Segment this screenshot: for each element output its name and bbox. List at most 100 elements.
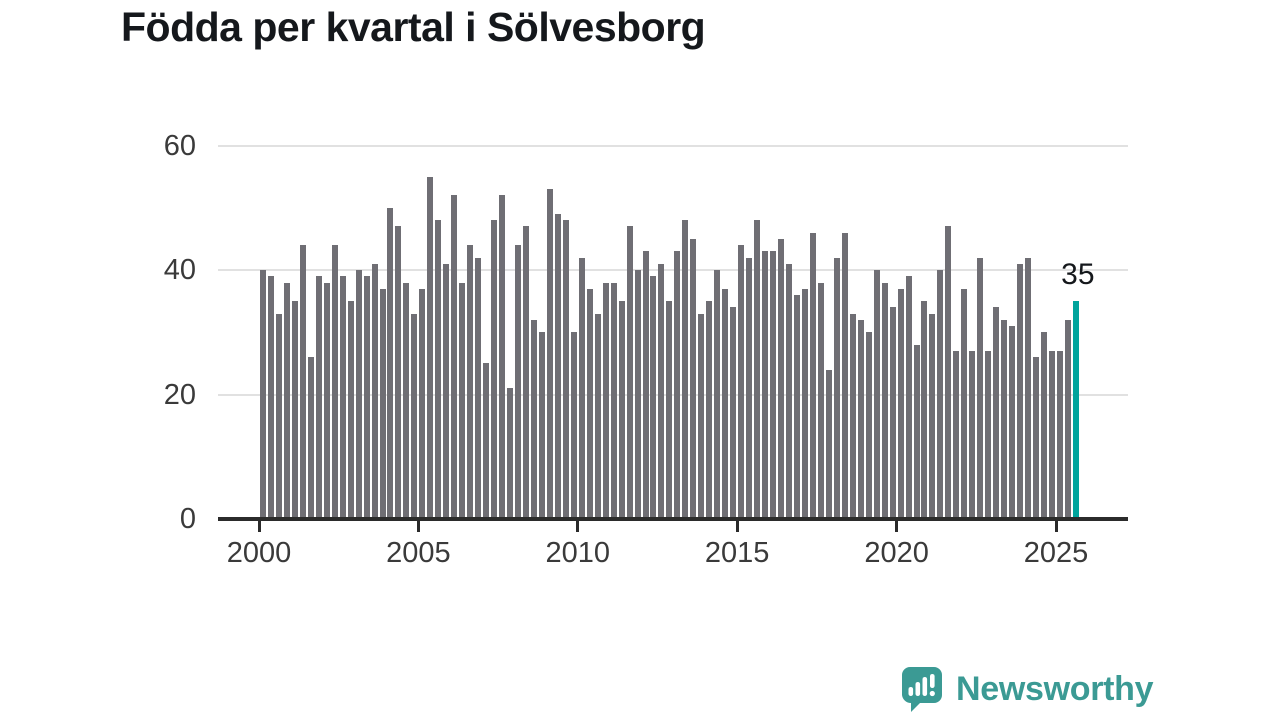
bar (738, 245, 745, 519)
x-tick-label: 2020 (864, 537, 929, 569)
bar (873, 270, 880, 519)
bar (961, 288, 968, 519)
bar (475, 257, 482, 519)
bar (626, 226, 633, 519)
bar (371, 263, 378, 519)
bar (514, 245, 521, 519)
bar (634, 270, 641, 519)
bar (849, 313, 856, 519)
bar (483, 363, 490, 519)
bar (921, 301, 928, 519)
bar (754, 220, 761, 519)
newsworthy-logo: Newsworthy (901, 666, 1154, 712)
bar (355, 270, 362, 519)
bar (546, 189, 553, 519)
bar (801, 288, 808, 519)
bar (283, 282, 290, 519)
y-tick-label: 0 (179, 503, 196, 535)
bar (618, 301, 625, 519)
bar (538, 332, 545, 520)
bar (778, 238, 784, 519)
bar (953, 350, 960, 519)
x-tick-mark (576, 521, 580, 532)
x-tick-mark (895, 521, 899, 532)
y-tick-label: 60 (163, 129, 196, 162)
gridline (218, 144, 1128, 147)
bar (291, 301, 298, 519)
bar (610, 282, 617, 519)
bar (499, 195, 505, 519)
y-tick-label: 40 (163, 254, 196, 286)
x-tick-label: 2000 (226, 537, 292, 569)
bar (1001, 319, 1008, 519)
bar (1017, 263, 1024, 519)
bar (937, 270, 944, 519)
bar (491, 220, 497, 519)
x-tick-mark (257, 521, 261, 532)
bar (578, 257, 585, 519)
highlight-value-label: 35 (1061, 258, 1095, 292)
bar (985, 350, 992, 519)
bar (969, 350, 976, 519)
bar (379, 288, 386, 519)
bar (507, 388, 513, 519)
bar (746, 257, 753, 519)
bar (817, 282, 824, 519)
bar (307, 357, 314, 519)
bar (666, 301, 673, 519)
newsworthy-logo-icon (902, 667, 942, 712)
bar (897, 288, 904, 519)
x-tick-label: 2025 (1023, 537, 1089, 569)
bar (730, 307, 737, 519)
bar (331, 245, 338, 519)
bar (977, 257, 984, 519)
bar (395, 226, 402, 519)
bar (443, 263, 450, 519)
bar (323, 282, 330, 519)
bar (841, 232, 848, 519)
bar (299, 245, 306, 519)
bar (690, 238, 697, 519)
bar (259, 270, 266, 519)
gridline (218, 393, 1128, 396)
x-axis-line (218, 517, 1128, 521)
bar (793, 294, 800, 519)
bar (347, 301, 354, 519)
bar (913, 344, 920, 519)
bar (459, 282, 466, 519)
x-tick-label: 2010 (545, 537, 611, 569)
bar (857, 319, 864, 519)
bar (833, 257, 840, 519)
bar (562, 220, 569, 519)
bar (945, 226, 952, 519)
bar (905, 276, 912, 519)
bar (403, 282, 410, 519)
bar (993, 307, 1000, 519)
bar (594, 313, 601, 519)
bar (1049, 350, 1055, 519)
bar (570, 332, 577, 520)
bar (554, 214, 561, 519)
gridline (218, 269, 1128, 271)
bar (315, 276, 322, 519)
bar (602, 282, 609, 519)
x-tick-mark (416, 521, 420, 532)
newsworthy-logo-text: Newsworthy (956, 669, 1154, 708)
bar (929, 313, 936, 519)
bar (658, 263, 665, 519)
x-tick-mark (1054, 521, 1058, 532)
bar (881, 282, 888, 519)
bar (1041, 332, 1047, 520)
bar (642, 251, 649, 519)
bar (522, 226, 529, 519)
bar (809, 232, 816, 519)
bar (865, 332, 872, 520)
x-tick-label: 2015 (704, 537, 770, 569)
bar (387, 207, 394, 520)
bar (706, 301, 713, 519)
bar (339, 276, 346, 519)
bar (586, 288, 593, 519)
bar (267, 276, 274, 519)
bar (435, 220, 442, 519)
